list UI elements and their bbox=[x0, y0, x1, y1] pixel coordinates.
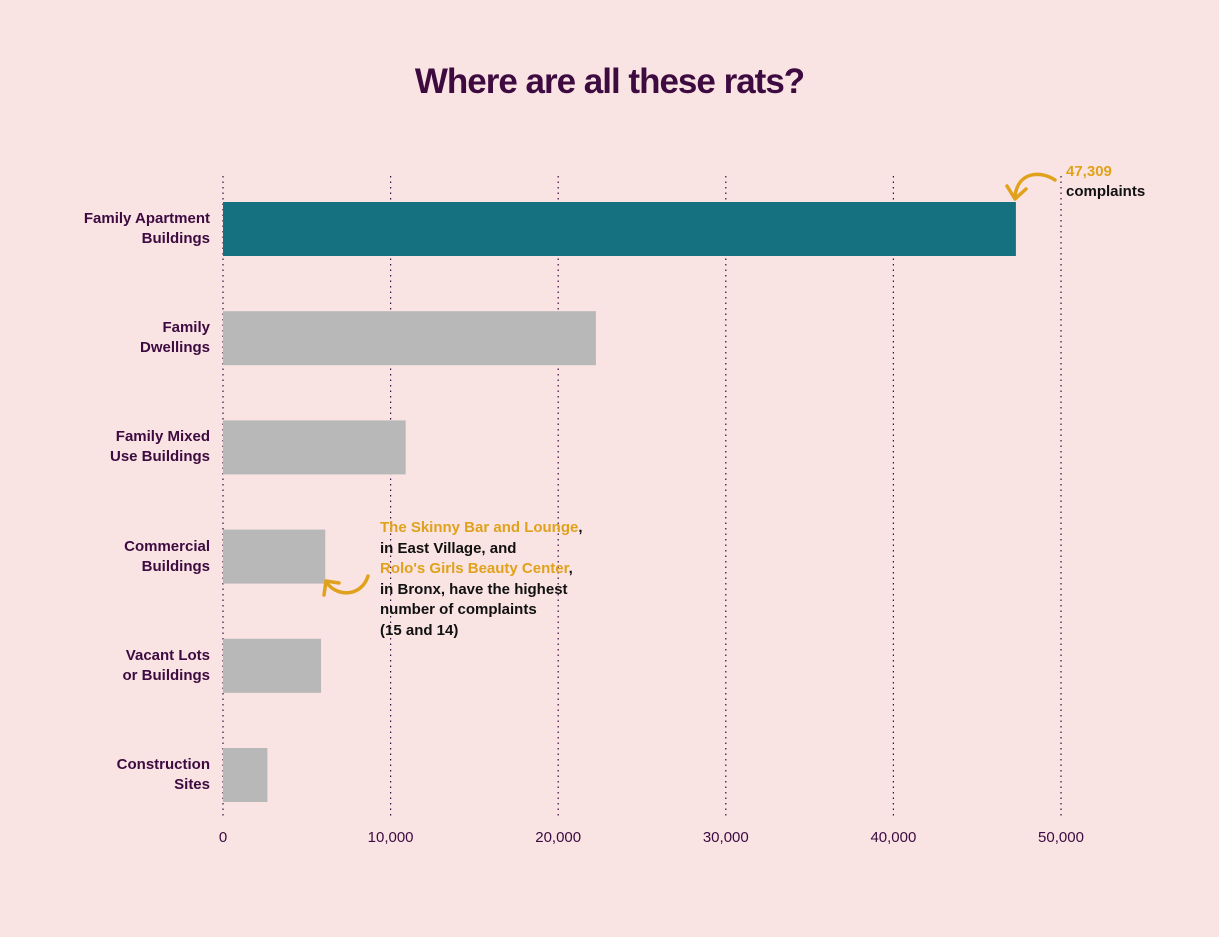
grid-lines bbox=[222, 176, 1062, 818]
annotation-arrowhead-mid bbox=[322, 579, 341, 597]
bar bbox=[223, 748, 268, 802]
annotation-mid: The Skinny Bar and Lounge, in East Villa… bbox=[380, 518, 610, 641]
tick-label: 40,000 bbox=[870, 829, 917, 846]
tick-label: 50,000 bbox=[1038, 829, 1084, 846]
annotation-comma-2: , bbox=[568, 560, 573, 577]
annotation-line-5: number of complaints bbox=[380, 601, 537, 618]
annotation-arrowhead-top bbox=[1005, 184, 1028, 201]
category-label: Family Apartment Buildings bbox=[83, 210, 210, 247]
chart-title: Where are all these rats? bbox=[414, 62, 805, 101]
tick-label: 0 bbox=[218, 829, 228, 846]
category-label: Family Mixed Use Buildings bbox=[109, 428, 210, 466]
annotation-line-6: (15 and 14) bbox=[380, 621, 459, 639]
bar bbox=[223, 311, 596, 366]
bar bbox=[223, 202, 1016, 256]
bars bbox=[223, 202, 1016, 802]
annotation-arrow-mid bbox=[325, 574, 370, 595]
annotation-top-unit: complaints bbox=[1066, 183, 1146, 200]
tick-label: 20,000 bbox=[535, 829, 582, 846]
annotation-name-2: Rolo's Girls Beauty Center bbox=[380, 560, 569, 577]
tick-label: 30,000 bbox=[702, 829, 749, 846]
tick-label: 10,000 bbox=[367, 829, 414, 846]
bar bbox=[223, 529, 326, 584]
annotation-comma-1: , bbox=[578, 519, 583, 536]
bar bbox=[223, 638, 322, 693]
category-label: Commercial Buildings bbox=[124, 537, 210, 575]
annotation-arrows bbox=[322, 172, 1057, 597]
annotation-line-4: in Bronx, have the highest bbox=[380, 580, 568, 598]
annotation-name-1: The Skinny Bar and Lounge bbox=[380, 519, 579, 536]
annotation-top-value: 47,309 bbox=[1066, 163, 1112, 180]
category-label: Vacant Lots or Buildings bbox=[122, 646, 211, 684]
annotation-arrow-top bbox=[1013, 172, 1057, 198]
annotation-top: 47,309 complaints bbox=[1066, 162, 1145, 202]
annotation-line-2: in East Village, and bbox=[380, 539, 517, 557]
bar bbox=[223, 420, 406, 475]
category-label: Family Dwellings bbox=[139, 319, 210, 357]
category-label: Construction Sites bbox=[116, 756, 210, 793]
